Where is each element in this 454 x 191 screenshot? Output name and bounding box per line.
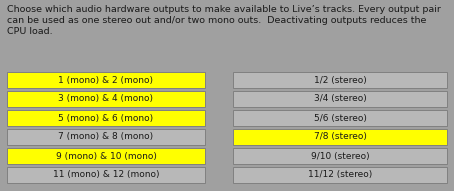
Bar bbox=[233, 110, 447, 126]
Bar bbox=[7, 110, 205, 126]
Text: 11/12 (stereo): 11/12 (stereo) bbox=[308, 171, 372, 180]
Text: 1 (mono) & 2 (mono): 1 (mono) & 2 (mono) bbox=[59, 75, 153, 84]
Bar bbox=[233, 129, 447, 145]
Bar bbox=[7, 167, 205, 183]
Text: 9/10 (stereo): 9/10 (stereo) bbox=[311, 151, 369, 160]
Text: 5 (mono) & 6 (mono): 5 (mono) & 6 (mono) bbox=[59, 113, 153, 122]
Text: 3 (mono) & 4 (mono): 3 (mono) & 4 (mono) bbox=[59, 95, 153, 104]
Bar bbox=[233, 167, 447, 183]
Text: 1/2 (stereo): 1/2 (stereo) bbox=[314, 75, 366, 84]
Text: CPU load.: CPU load. bbox=[7, 27, 53, 36]
Bar bbox=[7, 148, 205, 164]
Text: 11 (mono) & 12 (mono): 11 (mono) & 12 (mono) bbox=[53, 171, 159, 180]
Text: can be used as one stereo out and/or two mono outs.  Deactivating outputs reduce: can be used as one stereo out and/or two… bbox=[7, 16, 426, 25]
Bar bbox=[7, 129, 205, 145]
Bar bbox=[233, 148, 447, 164]
Text: Choose which audio hardware outputs to make available to Live’s tracks. Every ou: Choose which audio hardware outputs to m… bbox=[7, 5, 441, 14]
Text: 7/8 (stereo): 7/8 (stereo) bbox=[314, 133, 366, 142]
Text: 9 (mono) & 10 (mono): 9 (mono) & 10 (mono) bbox=[55, 151, 157, 160]
Bar bbox=[7, 91, 205, 107]
Text: 7 (mono) & 8 (mono): 7 (mono) & 8 (mono) bbox=[59, 133, 153, 142]
Text: 3/4 (stereo): 3/4 (stereo) bbox=[314, 95, 366, 104]
Text: 5/6 (stereo): 5/6 (stereo) bbox=[314, 113, 366, 122]
Bar bbox=[233, 91, 447, 107]
Bar bbox=[7, 72, 205, 88]
Bar bbox=[233, 72, 447, 88]
